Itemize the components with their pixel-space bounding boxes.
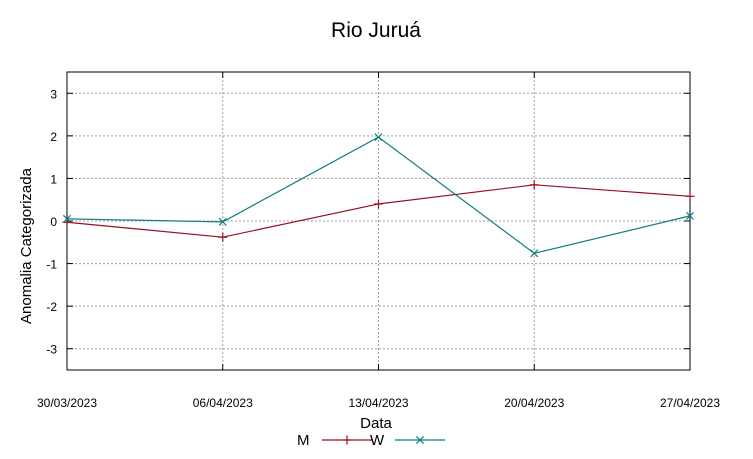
x-tick-label: 06/04/2023 [193,396,253,410]
data-point-m [218,232,228,242]
series-lines [62,133,695,258]
x-tick-label: 13/04/2023 [348,396,408,410]
legend-label-m: M [297,432,310,449]
data-point-w [62,214,72,223]
data-point-w [530,249,539,258]
y-axis-label: Anomalia Categorizada [18,167,35,324]
chart-title: Rio Juruá [331,19,421,42]
x-axis-label: Data [360,415,392,432]
data-point-w [374,133,383,142]
y-tick-label: -1 [46,258,57,272]
y-tick-label: -3 [46,343,57,357]
data-point-w [218,217,227,226]
x-tick-label: 27/04/2023 [660,396,720,410]
x-tick-label: 30/03/2023 [37,396,97,410]
data-point-m [685,191,695,201]
series-line-w [66,136,691,255]
legend-marker-w [415,435,425,445]
y-tick-label: 3 [50,87,57,101]
y-tick-label: 0 [50,215,57,229]
data-point-m [529,180,539,190]
legend-marker-m [342,435,352,445]
y-tick-label: -2 [46,300,57,314]
legend-label-w: W [370,432,385,449]
data-point-m [374,199,383,209]
y-ticks: 3 2 1 0 -1 -2 -3 [46,87,690,357]
x-ticks: 30/03/2023 06/04/2023 13/04/2023 20/04/2023… [37,72,720,410]
y-tick-label: 1 [50,172,57,186]
data-point-w [685,211,695,220]
x-tick-label: 20/04/2023 [504,396,564,410]
y-tick-label: 2 [50,130,57,144]
